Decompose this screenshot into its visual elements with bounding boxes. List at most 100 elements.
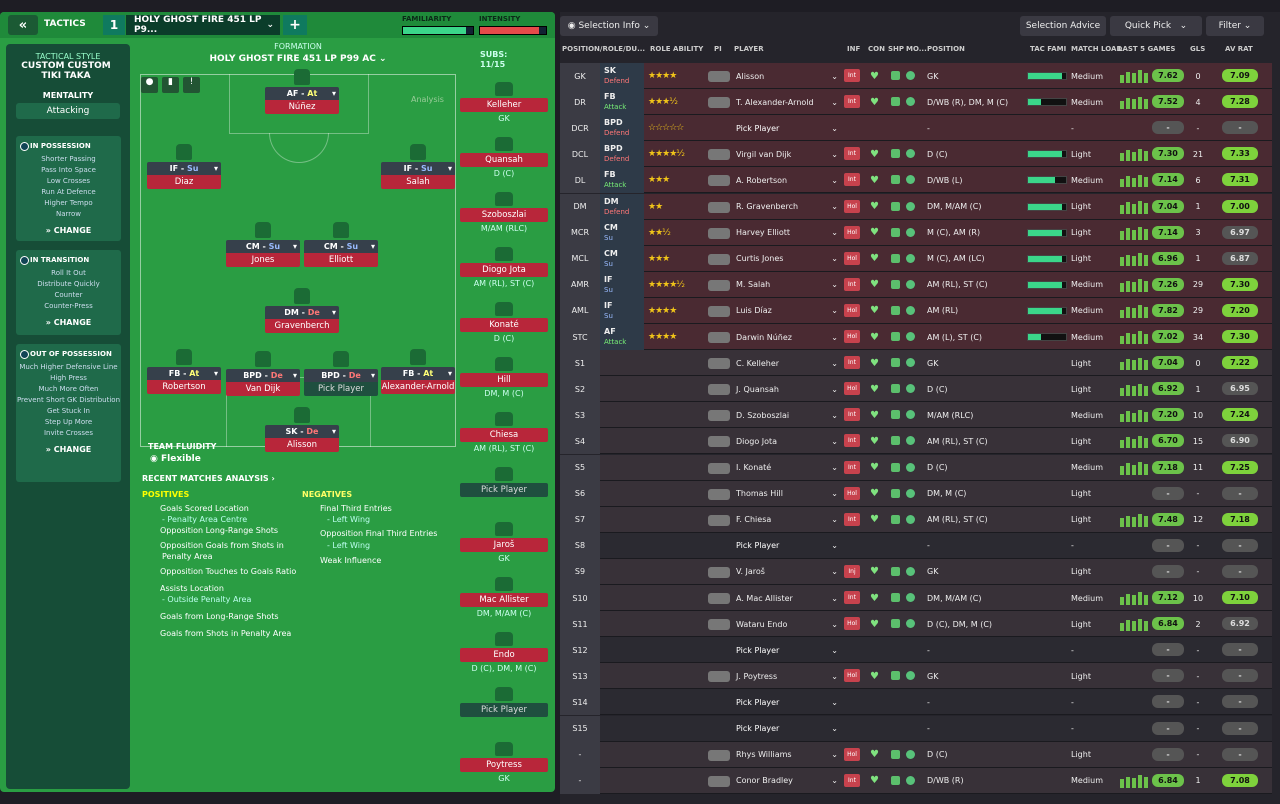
player-role[interactable]: FB - At ▾ (147, 367, 221, 380)
player-selector[interactable]: Alisson ⌄ (736, 71, 838, 81)
pitch-player[interactable]: IF - Su ▾ Diaz (147, 144, 221, 189)
sub-name[interactable]: Kelleher (460, 98, 548, 112)
player-name[interactable]: Pick Player (304, 382, 378, 396)
table-row[interactable]: - Rhys Williams ⌄ Hol ♥ D (C) Light - - - (560, 741, 1272, 768)
column-header[interactable]: MO... (906, 45, 927, 53)
table-row[interactable]: DM DM Defend ★★ R. Gravenberch ⌄ Hol ♥ DM, M/… (560, 193, 1272, 220)
selection-info-button[interactable]: ◉ Selection Info ⌄ (560, 16, 658, 36)
tactic-selector[interactable]: HOLY GHOST FIRE 451 LP P9... ⌄ (126, 15, 280, 35)
player-role[interactable]: FB - At ▾ (381, 367, 455, 380)
info-icon[interactable]: ! (183, 77, 200, 93)
player-selector[interactable]: Pick Player ⌄ (736, 697, 838, 707)
column-header[interactable]: LAST 5 GAMES (1118, 45, 1176, 53)
pi-icon[interactable] (708, 410, 730, 422)
sub-slot[interactable]: Kelleher GK (460, 82, 548, 123)
column-header[interactable]: PLAYER (734, 45, 764, 53)
sub-name[interactable]: Pick Player (460, 703, 548, 717)
table-row[interactable]: S1 C. Kelleher ⌄ Int ♥ GK Light 7.04 0 7.22 (560, 350, 1272, 377)
player-selector[interactable]: Pick Player ⌄ (736, 724, 838, 733)
sub-slot[interactable]: Chiesa AM (RL), ST (C) (460, 412, 548, 453)
pitch-player[interactable]: DM - De ▾ Gravenberch (265, 288, 339, 333)
player-selector[interactable]: Pick Player ⌄ (736, 645, 838, 655)
table-row[interactable]: AML IF Su ★★★★ Luis Díaz ⌄ Hol ♥ AM (RL) Mediu… (560, 297, 1272, 324)
table-row[interactable]: S5 I. Konaté ⌄ Int ♥ D (C) Medium 7.18 11 7.2… (560, 454, 1272, 481)
slot-role[interactable]: CM Su (600, 219, 644, 246)
pi-icon[interactable] (708, 97, 730, 109)
column-header[interactable]: AV RAT (1225, 45, 1253, 53)
player-role[interactable]: AF - At ▾ (265, 87, 339, 100)
sub-name[interactable]: Chiesa (460, 428, 548, 442)
column-header[interactable]: TAC FAMI (1030, 45, 1067, 53)
sub-name[interactable]: Poytress (460, 758, 548, 772)
player-selector[interactable]: Virgil van Dijk ⌄ (736, 149, 838, 159)
pi-icon[interactable] (708, 253, 730, 265)
table-row[interactable]: DCL BPD Defend ★★★★½ Virgil van Dijk ⌄ Int ♥ … (560, 141, 1272, 168)
player-name[interactable]: Van Dijk (226, 382, 300, 396)
player-role[interactable]: DM - De ▾ (265, 306, 339, 319)
sub-slot[interactable]: Quansah D (C) (460, 137, 548, 178)
pitch-player[interactable]: CM - Su ▾ Elliott (304, 222, 378, 267)
pi-icon[interactable] (708, 566, 730, 578)
player-role[interactable]: IF - Su ▾ (147, 162, 221, 175)
sub-name[interactable]: Quansah (460, 153, 548, 167)
in-transition-box[interactable]: IN TRANSITION Roll It Out Distribute Qui… (16, 250, 121, 335)
player-name[interactable]: Alexander-Arnold (381, 380, 455, 394)
slot-role[interactable]: FB Attack (600, 89, 644, 116)
slot-role[interactable]: BPD Defend (600, 115, 644, 142)
player-selector[interactable]: Thomas Hill ⌄ (736, 489, 838, 499)
table-row[interactable]: S15 Pick Player ⌄ - - - - - (560, 715, 1272, 742)
pitch-player[interactable]: SK - De ▾ Alisson (265, 407, 339, 452)
column-header[interactable]: INF (847, 45, 861, 53)
pitch-player[interactable]: BPD - De ▾ Pick Player (304, 351, 378, 396)
pi-icon[interactable] (708, 384, 730, 396)
analysis-title[interactable]: RECENT MATCHES ANALYSIS › (142, 474, 275, 483)
pi-icon[interactable] (708, 436, 730, 448)
player-role[interactable]: BPD - De ▾ (226, 369, 300, 382)
table-row[interactable]: GK SK Defend ★★★★ Alisson ⌄ Int ♥ GK Medium 7.6… (560, 63, 1272, 89)
player-selector[interactable]: Wataru Endo ⌄ (736, 619, 838, 629)
table-row[interactable]: S3 D. Szoboszlai ⌄ Int ♥ M/AM (RLC) Medium 7.… (560, 402, 1272, 429)
slot-role[interactable]: IF Su (600, 271, 644, 298)
table-row[interactable]: - Conor Bradley ⌄ Int ♥ D/WB (R) Medium 6.84 … (560, 767, 1272, 794)
pi-icon[interactable] (708, 671, 730, 683)
sub-slot[interactable]: Diogo Jota AM (RL), ST (C) (460, 247, 548, 288)
player-name[interactable]: Jones (226, 253, 300, 267)
pi-icon[interactable] (708, 305, 730, 317)
change-possession-button[interactable]: » CHANGE (45, 226, 92, 235)
table-row[interactable]: S11 Wataru Endo ⌄ Hol ♥ D (C), DM, M (C) Lig… (560, 611, 1272, 638)
pi-icon[interactable] (708, 201, 730, 213)
pitch-player[interactable]: BPD - De ▾ Van Dijk (226, 351, 300, 396)
slot-role[interactable]: AF Attack (600, 324, 644, 350)
sub-name[interactable]: Diogo Jota (460, 263, 548, 277)
table-row[interactable]: S9 V. Jaroš ⌄ Inj ♥ GK Light - - - (560, 558, 1272, 585)
table-row[interactable]: S7 F. Chiesa ⌄ Int ♥ AM (RL), ST (C) Light 7.… (560, 506, 1272, 533)
player-selector[interactable]: J. Quansah ⌄ (736, 384, 838, 394)
sub-name[interactable]: Mac Allister (460, 593, 548, 607)
player-selector[interactable]: A. Robertson ⌄ (736, 175, 838, 185)
tactic-slot-number[interactable]: 1 (103, 15, 125, 35)
sub-name[interactable]: Szoboszlai (460, 208, 548, 222)
player-selector[interactable]: Diogo Jota ⌄ (736, 436, 838, 446)
sub-slot[interactable]: Hill DM, M (C) (460, 357, 548, 398)
player-selector[interactable]: Pick Player ⌄ (736, 541, 838, 551)
player-selector[interactable]: D. Szoboszlai ⌄ (736, 410, 838, 420)
player-selector[interactable]: T. Alexander-Arnold ⌄ (736, 97, 838, 107)
pi-icon[interactable] (708, 462, 730, 474)
pi-icon[interactable] (708, 593, 730, 604)
player-selector[interactable]: Darwin Núñez ⌄ (736, 332, 838, 342)
table-row[interactable]: S12 Pick Player ⌄ - - - - - (560, 637, 1272, 664)
pi-icon[interactable] (708, 749, 730, 761)
table-row[interactable]: MCR CM Su ★★½ Harvey Elliott ⌄ Hol ♥ M (C), A… (560, 219, 1272, 246)
player-selector[interactable]: V. Jaroš ⌄ (736, 567, 838, 577)
pi-icon[interactable] (708, 514, 730, 526)
slot-role[interactable]: IF Su (600, 297, 644, 324)
pi-icon[interactable] (708, 332, 730, 343)
pi-icon[interactable] (708, 358, 730, 370)
sub-slot[interactable]: Konaté D (C) (460, 302, 548, 343)
table-row[interactable]: S6 Thomas Hill ⌄ Hol ♥ DM, M (C) Light - - - (560, 480, 1272, 507)
player-selector[interactable]: Luis Díaz ⌄ (736, 306, 838, 316)
sub-slot[interactable]: Jaroš GK (460, 522, 548, 563)
player-selector[interactable]: A. Mac Allister ⌄ (736, 593, 838, 603)
player-name[interactable]: Diaz (147, 175, 221, 189)
sub-name[interactable]: Konaté (460, 318, 548, 332)
